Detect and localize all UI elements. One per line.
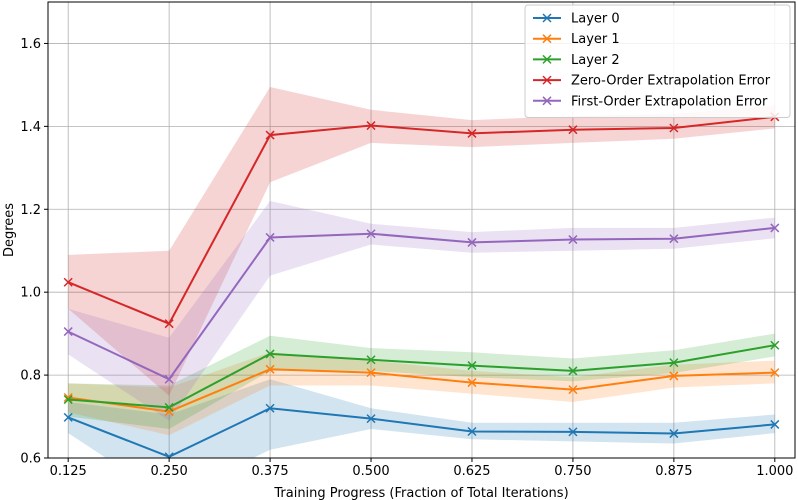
legend-box bbox=[524, 4, 791, 118]
legend: Layer 0 Layer 1 Layer 2 Zero-Order Extrapol… bbox=[524, 4, 791, 118]
legend-label: Layer 1 bbox=[571, 32, 620, 47]
data-point bbox=[366, 121, 376, 131]
data-point bbox=[366, 355, 376, 365]
legend-entry: Layer 0 bbox=[533, 12, 620, 27]
series-line bbox=[68, 344, 775, 409]
y-tick-label: 0.8 bbox=[20, 369, 41, 384]
confidence-bands bbox=[68, 87, 775, 458]
legend-entry: Zero-Order Extrapolation Error bbox=[533, 74, 771, 89]
data-point bbox=[164, 452, 174, 458]
data-point bbox=[63, 395, 73, 405]
data-point bbox=[467, 378, 477, 388]
data-point bbox=[669, 358, 679, 368]
legend-label: Zero-Order Extrapolation Error bbox=[571, 74, 771, 89]
data-point bbox=[770, 223, 780, 233]
legend-entry: Layer 1 bbox=[533, 32, 620, 47]
x-tick-label: 0.375 bbox=[251, 464, 288, 479]
data-point bbox=[164, 374, 174, 384]
data-point bbox=[669, 123, 679, 133]
data-point bbox=[63, 327, 73, 337]
data-point bbox=[63, 412, 73, 422]
data-point bbox=[770, 368, 780, 378]
x-tick-label: 1.000 bbox=[756, 464, 793, 479]
series-line bbox=[67, 115, 775, 325]
data-point bbox=[467, 426, 477, 436]
data-point bbox=[669, 429, 679, 439]
y-axis-label: Degrees bbox=[2, 203, 17, 257]
data-point bbox=[669, 234, 679, 244]
x-tick-label: 0.250 bbox=[151, 464, 188, 479]
data-point bbox=[568, 366, 578, 376]
x-tick-label: 0.875 bbox=[655, 464, 692, 479]
series-line bbox=[68, 368, 775, 413]
confidence-band bbox=[68, 87, 775, 396]
data-point bbox=[164, 407, 174, 417]
confidence-band bbox=[68, 379, 775, 458]
x-tick-label: 0.750 bbox=[554, 464, 591, 479]
data-point bbox=[770, 340, 780, 350]
data-point bbox=[63, 277, 73, 287]
legend-label: Layer 2 bbox=[571, 53, 620, 68]
data-point bbox=[568, 235, 578, 245]
plot-frame bbox=[47, 1, 796, 459]
confidence-band bbox=[68, 352, 775, 436]
data-point bbox=[669, 371, 679, 381]
data-point bbox=[164, 402, 174, 412]
x-tick-label: 0.125 bbox=[50, 464, 87, 479]
series-line bbox=[67, 407, 775, 458]
data-point bbox=[568, 385, 578, 395]
data-point bbox=[164, 319, 174, 329]
data-point bbox=[265, 349, 275, 359]
data-point bbox=[265, 232, 275, 242]
axes bbox=[47, 1, 796, 459]
legend-label: Layer 0 bbox=[571, 12, 620, 27]
y-tick-label: 1.6 bbox=[20, 37, 41, 52]
data-point bbox=[467, 237, 477, 247]
data-point bbox=[770, 419, 780, 429]
data-point bbox=[366, 229, 376, 239]
data-point bbox=[265, 130, 275, 140]
legend-entry: Layer 2 bbox=[533, 53, 620, 68]
legend-entry: First-Order Extrapolation Error bbox=[533, 94, 768, 109]
x-tick-label: 0.625 bbox=[453, 464, 490, 479]
y-tick-label: 1.4 bbox=[20, 120, 41, 135]
data-point bbox=[366, 368, 376, 378]
confidence-band bbox=[68, 201, 775, 421]
series-line bbox=[67, 226, 775, 381]
data-point bbox=[568, 427, 578, 437]
confidence-band bbox=[68, 333, 775, 429]
tick-labels: 0.125 0.250 0.375 0.500 0.625 0.750 0.875 1.000… bbox=[20, 37, 793, 479]
x-tick-label: 0.500 bbox=[352, 464, 389, 479]
data-point bbox=[467, 361, 477, 371]
data-point bbox=[265, 364, 275, 374]
x-axis-label: Training Progress (Fraction of Total Ite… bbox=[273, 486, 568, 500]
data-point bbox=[568, 125, 578, 135]
legend-label: First-Order Extrapolation Error bbox=[571, 94, 768, 109]
data-point bbox=[366, 414, 376, 424]
y-tick-label: 1.0 bbox=[20, 286, 41, 301]
data-point bbox=[467, 128, 477, 138]
data-point bbox=[265, 403, 275, 413]
y-tick-label: 0.6 bbox=[20, 452, 41, 467]
series-lines bbox=[63, 112, 780, 458]
y-tick-label: 1.2 bbox=[20, 203, 41, 218]
